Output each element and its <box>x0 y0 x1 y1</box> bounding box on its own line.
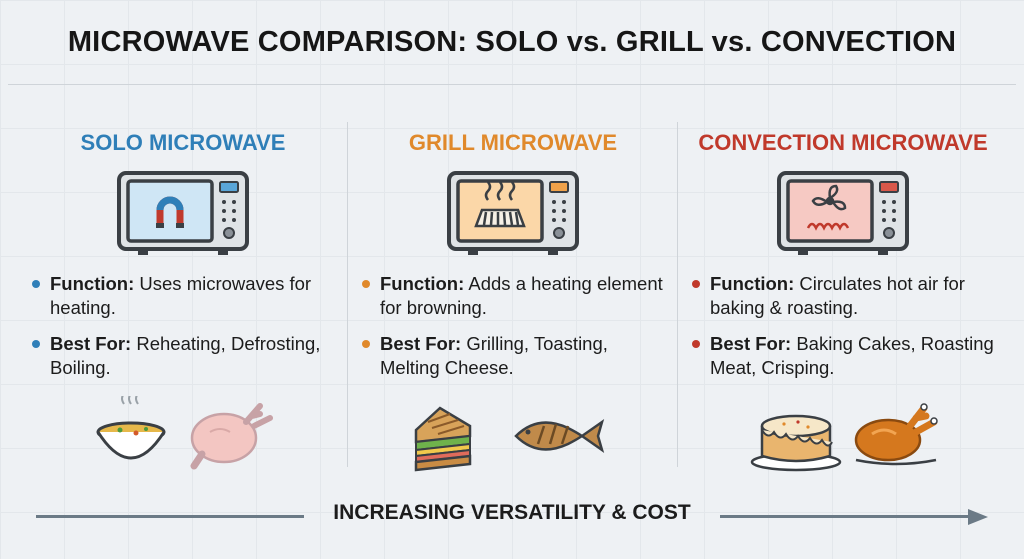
grill-function: Function: Adds a heating element for bro… <box>358 272 668 320</box>
magnet-icon <box>156 196 184 228</box>
bullet-dot <box>362 340 370 348</box>
cake-icon <box>750 414 842 472</box>
grill-title: GRILL MICROWAVE <box>408 130 618 155</box>
arrow-line-right <box>720 515 976 518</box>
convection-foods <box>750 403 938 472</box>
title-divider <box>8 84 1016 85</box>
column-divider <box>677 122 678 467</box>
column-divider <box>347 122 348 467</box>
solo-column: SOLO MICROWAVE Function: Uses microwaves… <box>28 118 338 470</box>
convection-best-for: Best For: Baking Cakes, Roasting Meat, C… <box>688 332 998 380</box>
convection-function: Function: Circulates hot air for baking … <box>688 272 998 320</box>
soup-bowl-icon <box>96 396 166 460</box>
solo-foods <box>96 396 273 470</box>
solo-function: Function: Uses microwaves for heating. <box>28 272 338 320</box>
page-title: MICROWAVE COMPARISON: SOLO vs. GRILL vs.… <box>67 26 957 58</box>
bullet-dot <box>32 340 40 348</box>
roast-chicken-icon <box>854 403 938 466</box>
grill-column: GRILL MICROWAVE Function: Adds a heating… <box>358 118 668 472</box>
solo-microwave-icon <box>117 171 249 255</box>
convection-column: CONVECTION MICROWAVE Function: Circulate… <box>688 118 998 472</box>
convection-title: CONVECTION MICROWAVE <box>698 130 988 155</box>
solo-title: SOLO MICROWAVE <box>80 130 286 155</box>
grill-heat-icon <box>474 181 526 228</box>
grill-foods <box>414 406 605 472</box>
arrow-line-left <box>36 515 304 518</box>
grilled-fish-icon <box>514 418 605 454</box>
grill-best-for: Best For: Grilling, Toasting, Melting Ch… <box>358 332 668 380</box>
sandwich-icon <box>414 406 472 472</box>
raw-chicken-icon <box>190 403 273 470</box>
fan-icon <box>806 184 850 231</box>
bullet-dot <box>692 280 700 288</box>
footer-label: INCREASING VERSATILITY & COST <box>333 501 691 524</box>
grill-microwave-icon <box>447 171 579 255</box>
convection-microwave-icon <box>777 171 909 255</box>
bullet-dot <box>362 280 370 288</box>
bullet-dot <box>32 280 40 288</box>
solo-best-for: Best For: Reheating, Defrosting, Boiling… <box>28 332 338 380</box>
arrow-head-icon <box>968 509 988 525</box>
bullet-dot <box>692 340 700 348</box>
